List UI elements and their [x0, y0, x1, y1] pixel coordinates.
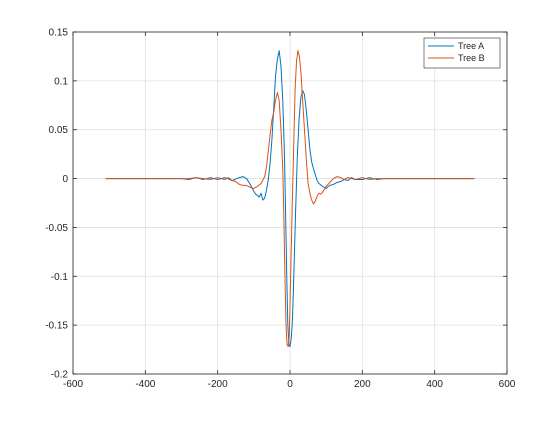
x-tick-label: 600 — [499, 379, 516, 390]
legend-label: Tree B — [458, 53, 485, 63]
legend-label: Tree A — [458, 41, 484, 51]
x-tick-label: -600 — [63, 379, 83, 390]
y-tick-label: -0.15 — [45, 321, 68, 332]
y-tick-label: -0.05 — [45, 223, 68, 234]
x-tick-label: 200 — [354, 379, 371, 390]
y-tick-label: 0.1 — [54, 76, 68, 87]
y-tick-label: 0.15 — [49, 28, 69, 39]
legend-box — [423, 37, 501, 69]
y-tick-label: 0.05 — [49, 125, 69, 136]
x-tick-label: 400 — [426, 379, 443, 390]
y-tick-label: 0 — [62, 174, 68, 185]
series-line-tree-a — [105, 50, 475, 348]
series-layer — [105, 50, 475, 348]
x-tick-label: 0 — [287, 379, 293, 390]
x-tick-label: -400 — [135, 379, 155, 390]
y-tick-label: -0.1 — [51, 272, 69, 283]
legend: Tree A Tree B — [423, 37, 501, 69]
series-line-tree-b — [105, 50, 475, 348]
ticks: -600 -400 -200 0 200 400 600 -0.2 -0.15 -0.1 -0.05… — [45, 28, 516, 391]
y-tick-label: -0.2 — [51, 370, 69, 381]
x-tick-label: -200 — [208, 379, 228, 390]
